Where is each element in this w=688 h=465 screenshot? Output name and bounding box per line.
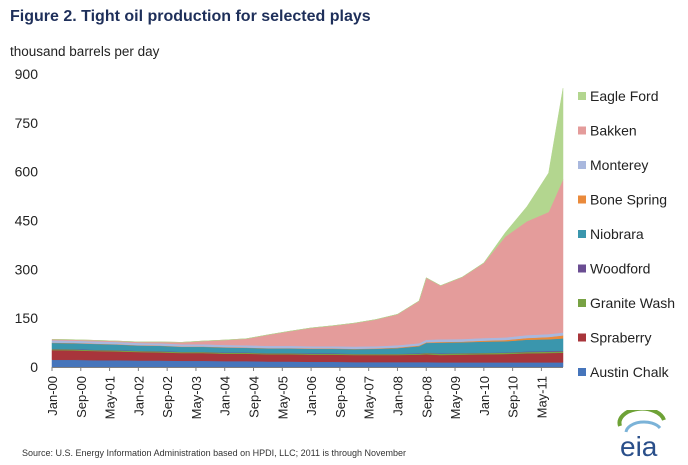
legend-label: Austin Chalk xyxy=(590,364,670,380)
x-tick-label: Sep-04 xyxy=(247,376,262,418)
x-tick-label: Jan-10 xyxy=(477,376,492,416)
y-tick-label: 300 xyxy=(15,261,39,277)
legend-swatch xyxy=(578,368,586,376)
eia-logo: eia xyxy=(617,410,666,460)
chart-title: Figure 2. Tight oil production for selec… xyxy=(10,8,371,25)
legend-swatch xyxy=(578,264,586,273)
legend-swatch xyxy=(578,92,586,100)
legend-label: Niobrara xyxy=(590,226,644,242)
legend-label: Bone Spring xyxy=(590,192,667,208)
logo-text: eia xyxy=(620,431,658,460)
y-tick-label: 900 xyxy=(15,66,39,82)
x-tick-label: May-05 xyxy=(275,376,290,419)
x-tick-label: Jan-02 xyxy=(131,376,146,416)
x-tick-label: Sep-08 xyxy=(419,376,434,418)
x-tick-label: Jan-06 xyxy=(304,376,319,416)
x-tick-label: Jan-08 xyxy=(391,376,406,416)
x-tick-label: May-07 xyxy=(362,376,377,419)
legend-label: Eagle Ford xyxy=(590,88,658,104)
y-tick-label: 450 xyxy=(15,213,39,229)
y-tick-label: 750 xyxy=(15,115,39,131)
y-tick-label: 600 xyxy=(15,164,39,180)
legend-swatch xyxy=(578,195,586,204)
legend-label: Spraberry xyxy=(590,330,651,346)
x-tick-label: Sep-02 xyxy=(160,376,175,418)
x-tick-label: May-01 xyxy=(103,376,118,419)
legend-swatch xyxy=(578,230,586,238)
area-series-eagle-ford xyxy=(51,88,564,343)
legend-label: Monterey xyxy=(590,157,648,173)
area-series-bakken xyxy=(51,179,564,347)
legend-label: Bakken xyxy=(590,123,637,139)
y-tick-label: 150 xyxy=(15,310,39,326)
legend-label: Woodford xyxy=(590,261,650,277)
x-tick-label: Sep-00 xyxy=(74,376,89,418)
x-tick-label: May-09 xyxy=(448,376,463,419)
legend-swatch xyxy=(578,161,586,169)
x-tick-label: Sep-06 xyxy=(333,376,348,418)
y-axis-label: thousand barrels per day xyxy=(10,44,160,59)
x-tick-label: Sep-10 xyxy=(506,376,521,418)
legend-swatch xyxy=(578,126,586,135)
x-tick-label: Jan-04 xyxy=(218,376,233,416)
legend-swatch xyxy=(578,299,586,307)
legend-label: Granite Wash xyxy=(590,295,675,311)
x-tick-label: May-03 xyxy=(189,376,204,419)
x-tick-label: Jan-00 xyxy=(45,376,60,416)
x-tick-label: May-11 xyxy=(534,376,549,418)
source-note: Source: U.S. Energy Information Administ… xyxy=(22,448,407,458)
y-tick-label: 0 xyxy=(30,359,38,375)
legend-swatch xyxy=(578,333,586,342)
